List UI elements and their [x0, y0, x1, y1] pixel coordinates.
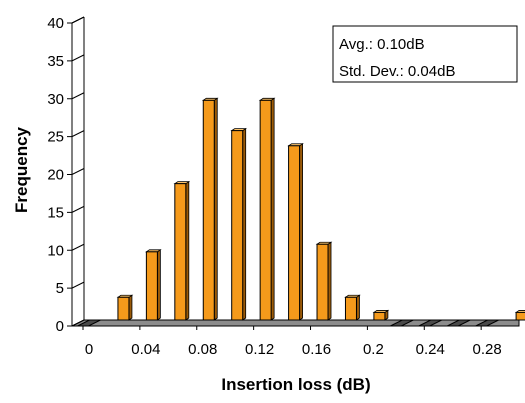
bar	[475, 319, 499, 327]
bar	[446, 319, 471, 327]
y-tick-connector	[71, 243, 85, 251]
x-tick-label: 0.04	[131, 341, 160, 358]
y-tick-connector	[71, 281, 85, 289]
bar	[418, 319, 443, 327]
stats-avg: Avg.: 0.10dB	[339, 36, 425, 53]
y-tick-label: 15	[47, 204, 64, 221]
bar-flat	[446, 319, 471, 327]
bar-front	[117, 296, 130, 321]
y-tick-label: 20	[47, 167, 64, 184]
stats-box: Avg.: 0.10dB Std. Dev.: 0.04dB	[332, 25, 518, 83]
bar	[514, 310, 525, 321]
y-tick-connector	[71, 319, 85, 327]
y-tick-connector	[71, 205, 85, 213]
bar	[372, 309, 390, 321]
y-tick-label: 5	[56, 280, 64, 297]
y-ticks: 0 5 10 15 20 25 30 35 40	[47, 15, 85, 335]
x-ticks: 0 0.04 0.08 0.12 0.16 0.2 0.24 0.28	[82, 326, 502, 358]
bars-group	[77, 97, 525, 327]
bar-front	[344, 296, 357, 321]
bar-flat	[390, 319, 414, 327]
bar-front	[202, 99, 215, 321]
bar-front	[515, 311, 525, 321]
bar-front	[174, 183, 187, 321]
bar	[230, 127, 248, 321]
bar	[116, 294, 134, 321]
bar	[201, 97, 219, 321]
x-tick-label: 0.24	[416, 341, 445, 358]
bar-flat	[475, 319, 499, 327]
bar-front	[145, 251, 158, 321]
x-tick-label: 0.08	[188, 341, 217, 358]
bar	[390, 319, 414, 327]
bar-front	[231, 130, 244, 321]
bar	[145, 249, 162, 321]
bar	[315, 241, 333, 321]
y-tick-connector	[71, 168, 85, 175]
stats-box-border	[332, 25, 518, 83]
bar	[77, 319, 101, 327]
y-tick-connector	[71, 54, 85, 62]
bar	[258, 97, 276, 321]
bar-flat	[418, 319, 443, 327]
y-tick-connector	[71, 130, 85, 138]
x-tick-label: 0.16	[302, 341, 331, 358]
x-axis-title: Insertion loss (dB)	[221, 375, 370, 394]
y-tick-label: 35	[47, 53, 64, 70]
y-tick-connector	[71, 16, 85, 24]
x-tick-label: 0.28	[473, 341, 502, 358]
y-tick-label: 0	[56, 318, 64, 335]
y-tick-label: 10	[47, 242, 64, 259]
x-tick-label: 0	[85, 341, 93, 358]
x-tick-label: 0.12	[245, 341, 274, 358]
bar-front	[373, 311, 386, 321]
x-tick-label: 0.2	[363, 341, 384, 358]
bar-front	[316, 243, 329, 321]
y-tick-label: 30	[47, 91, 64, 108]
stats-std: Std. Dev.: 0.04dB	[339, 63, 455, 80]
bar	[173, 180, 191, 321]
bar	[287, 143, 304, 321]
y-axis-title: Frequency	[12, 126, 31, 213]
y-tick-connector	[71, 92, 85, 100]
y-tick-label: 40	[47, 15, 64, 32]
bar-flat	[77, 319, 101, 327]
y-tick-label: 25	[47, 129, 64, 146]
bar	[344, 294, 361, 321]
bar-front	[288, 145, 301, 321]
bar-front	[259, 99, 272, 321]
